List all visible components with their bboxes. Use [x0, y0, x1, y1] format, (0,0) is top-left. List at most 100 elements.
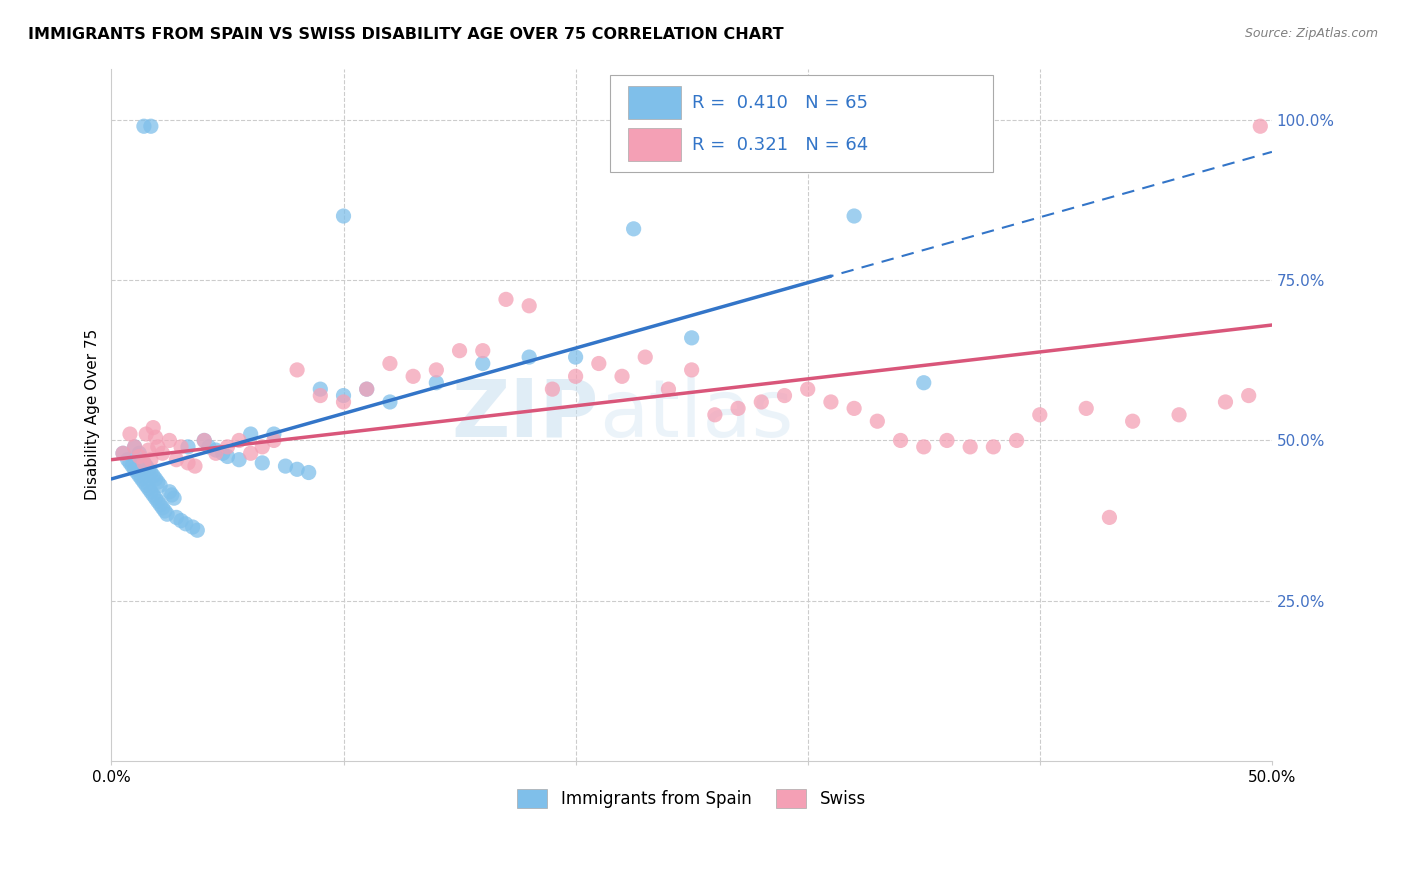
- Point: [1215, 395, 1237, 409]
- Point: [820, 395, 842, 409]
- Point: [610, 369, 633, 384]
- Point: [285, 363, 308, 377]
- Point: [332, 209, 354, 223]
- Point: [135, 427, 157, 442]
- Point: [749, 395, 772, 409]
- FancyBboxPatch shape: [628, 86, 682, 119]
- Point: [149, 478, 172, 492]
- Point: [681, 331, 703, 345]
- Point: [193, 434, 215, 448]
- Point: [131, 472, 153, 486]
- Point: [139, 120, 162, 134]
- Point: [1005, 434, 1028, 448]
- Point: [177, 456, 200, 470]
- Point: [263, 434, 285, 448]
- Point: [912, 376, 935, 390]
- Point: [117, 452, 139, 467]
- Point: [517, 350, 540, 364]
- Point: [471, 343, 494, 358]
- Text: R =  0.321   N = 64: R = 0.321 N = 64: [692, 136, 868, 153]
- Point: [205, 443, 228, 458]
- Point: [138, 482, 160, 496]
- Point: [332, 395, 354, 409]
- Point: [378, 357, 401, 371]
- Point: [184, 459, 207, 474]
- Point: [541, 382, 564, 396]
- FancyBboxPatch shape: [628, 128, 682, 161]
- Point: [139, 484, 162, 499]
- Point: [138, 443, 160, 458]
- Point: [135, 459, 157, 474]
- Point: [298, 466, 321, 480]
- Point: [177, 440, 200, 454]
- Point: [634, 350, 657, 364]
- Point: [866, 414, 889, 428]
- Point: [842, 209, 865, 223]
- Point: [681, 363, 703, 377]
- Point: [159, 484, 181, 499]
- Point: [132, 456, 155, 470]
- Point: [889, 434, 911, 448]
- Point: [170, 440, 193, 454]
- Point: [139, 466, 162, 480]
- Point: [146, 440, 169, 454]
- Point: [160, 488, 183, 502]
- Point: [773, 388, 796, 402]
- Point: [124, 462, 146, 476]
- Point: [796, 382, 818, 396]
- Point: [1237, 388, 1260, 402]
- Point: [145, 430, 167, 444]
- Point: [186, 523, 208, 537]
- Point: [1076, 401, 1098, 416]
- Point: [128, 468, 150, 483]
- Point: [153, 504, 176, 518]
- Point: [402, 369, 425, 384]
- Point: [170, 514, 193, 528]
- Point: [146, 475, 169, 490]
- Point: [842, 401, 865, 416]
- Point: [193, 434, 215, 448]
- Point: [252, 456, 274, 470]
- Point: [124, 440, 146, 454]
- Point: [128, 446, 150, 460]
- Point: [211, 446, 233, 460]
- Point: [181, 520, 204, 534]
- Point: [132, 475, 155, 490]
- Point: [174, 516, 197, 531]
- Point: [703, 408, 725, 422]
- Point: [912, 440, 935, 454]
- Point: [564, 350, 586, 364]
- Point: [142, 420, 165, 434]
- Point: [471, 357, 494, 371]
- Point: [132, 456, 155, 470]
- Point: [983, 440, 1005, 454]
- Point: [564, 369, 586, 384]
- Point: [142, 468, 165, 483]
- Point: [138, 462, 160, 476]
- Point: [356, 382, 378, 396]
- Point: [309, 388, 332, 402]
- Point: [588, 357, 610, 371]
- Point: [152, 500, 174, 515]
- Point: [239, 427, 262, 442]
- Point: [125, 466, 148, 480]
- Point: [163, 491, 186, 505]
- Point: [517, 299, 540, 313]
- Point: [1249, 120, 1271, 134]
- Point: [356, 382, 378, 396]
- Point: [142, 488, 165, 502]
- Point: [128, 450, 150, 464]
- Point: [145, 491, 167, 505]
- Point: [159, 434, 181, 448]
- Point: [425, 363, 447, 377]
- Text: ZIP: ZIP: [451, 376, 599, 454]
- Point: [1168, 408, 1191, 422]
- Point: [132, 120, 155, 134]
- FancyBboxPatch shape: [610, 76, 994, 172]
- Point: [332, 388, 354, 402]
- Point: [149, 498, 172, 512]
- Point: [124, 440, 146, 454]
- Text: IMMIGRANTS FROM SPAIN VS SWISS DISABILITY AGE OVER 75 CORRELATION CHART: IMMIGRANTS FROM SPAIN VS SWISS DISABILIT…: [28, 27, 783, 42]
- Point: [139, 452, 162, 467]
- Point: [228, 434, 250, 448]
